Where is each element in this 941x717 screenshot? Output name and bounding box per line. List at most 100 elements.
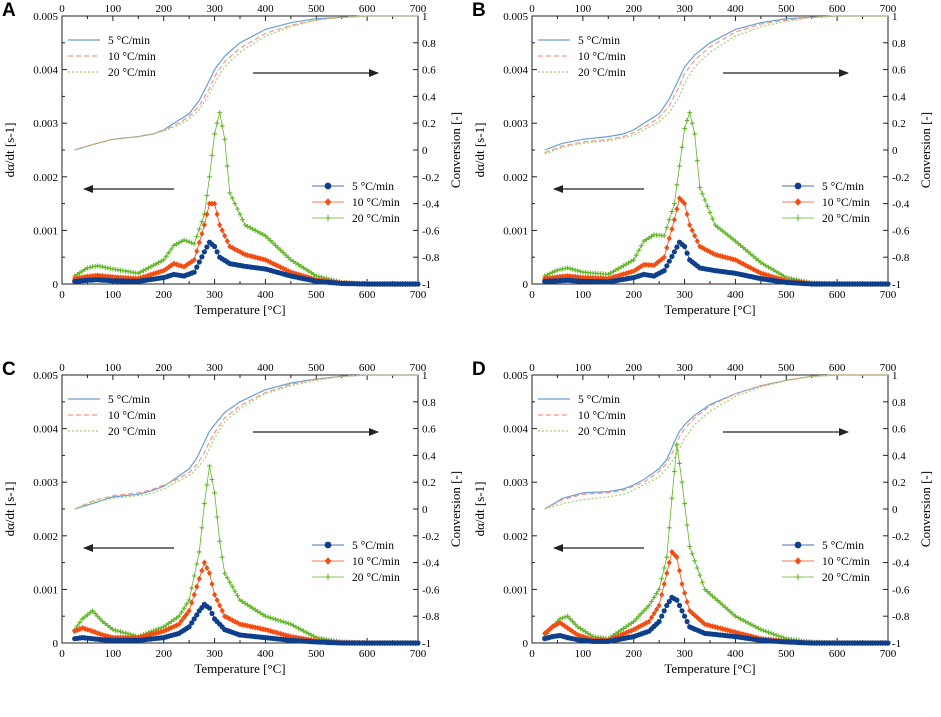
y-left-tick-label: 0.002 [503,531,528,543]
rate-point [206,570,213,577]
legend-conversion-label-1: 5 °C/min [578,394,620,406]
rate-point [692,558,698,564]
rate-point [288,621,294,627]
rate-point [191,591,197,598]
rate-point [181,237,187,243]
rate-point [687,222,693,228]
rate-point [232,588,238,594]
rate-point [687,110,693,115]
panel-label-b: B [472,0,486,21]
x-tick-label-top: 400 [257,362,274,374]
x-tick-label: 600 [359,289,376,301]
rate-point [295,634,302,641]
rate-point [753,624,759,630]
x-tick-label: 300 [676,648,693,660]
rate-point [113,627,118,633]
rate-point [87,627,93,634]
x-tick-label: 500 [778,648,795,660]
rate-point [234,619,241,626]
legend-conversion-label-1: 5 °C/min [108,35,150,47]
rate-point [308,632,314,638]
x-axis-label: Temperature [°C] [194,302,285,317]
rate-point [679,479,685,485]
x-tick-label-top: 400 [727,3,744,15]
rate-point [255,229,261,235]
y-left-tick-label: 0 [523,638,529,650]
rate-point [79,616,85,622]
rate-point [778,272,784,277]
x-tick-label: 200 [625,289,642,301]
rate-point [209,610,215,617]
rate-point [666,217,672,223]
rate-point [575,268,581,274]
rate-point [659,591,665,598]
rate-point [171,617,177,623]
rate-point [656,587,662,592]
rate-point [672,201,677,206]
x-tick-label: 100 [575,289,592,301]
legend-rate-label-2: 10 °C/min [352,556,400,568]
y-right-tick-label: -1 [892,279,901,291]
rate-point [257,625,263,632]
rate-point [725,627,731,634]
x-tick-label: 200 [155,289,172,301]
rate-point [194,234,200,239]
rate-line-3 [74,466,418,644]
x-tick-label-top: 400 [727,362,744,374]
rate-point [560,615,565,621]
rate-point [664,602,670,609]
rate-point [694,158,700,164]
rate-point [761,628,766,633]
rate-point [194,583,200,590]
rate-point [613,267,619,273]
rate-series-1 [72,239,421,287]
x-tick-label-top: 500 [778,362,795,374]
rate-point [79,268,85,274]
x-tick-label: 200 [155,648,172,660]
legend-rate-label-2: 10 °C/min [822,197,870,209]
rate-point [217,110,223,115]
rate-point [684,522,690,528]
x-tick-label-top: 100 [575,362,592,374]
rate-point [145,632,152,639]
rate-point [776,633,782,639]
rate-point [245,602,250,608]
x-tick-label: 300 [206,648,223,660]
rate-point [291,623,296,628]
rate-point [82,614,88,620]
x-tick-label-top: 300 [206,362,223,374]
rate-point [661,608,667,614]
rate-point [572,267,578,273]
y-right-axis-label: Conversion [-] [918,112,933,188]
rate-point [567,616,573,622]
rate-point [89,628,96,635]
rate-point [222,570,228,576]
rate-point [717,600,723,606]
rate-point [638,611,644,616]
rate-point [682,613,688,619]
rate-point [201,249,207,255]
rate-point [105,623,111,628]
rate-point [102,621,108,626]
x-tick-label: 600 [829,289,846,301]
y-right-tick-label: 0.6 [422,65,436,77]
rate-point [176,621,182,628]
x-tick-label: 700 [410,289,427,301]
rate-point [661,268,667,274]
rate-point [689,120,695,126]
rate-point [669,548,675,555]
rate-point [191,573,197,579]
rate-point [702,197,708,203]
rate-point [199,567,205,574]
rate-point [745,620,751,626]
rate-series-1 [542,594,891,646]
rate-point [196,575,202,582]
y-right-tick-label: -0.8 [892,611,910,623]
rate-point [257,230,263,236]
x-tick-label-top: 200 [155,3,172,15]
rate-point [184,238,189,244]
conversion-line-2 [74,15,418,151]
rate-point [87,273,93,280]
rate-point [186,607,192,614]
x-tick-label: 600 [829,648,846,660]
